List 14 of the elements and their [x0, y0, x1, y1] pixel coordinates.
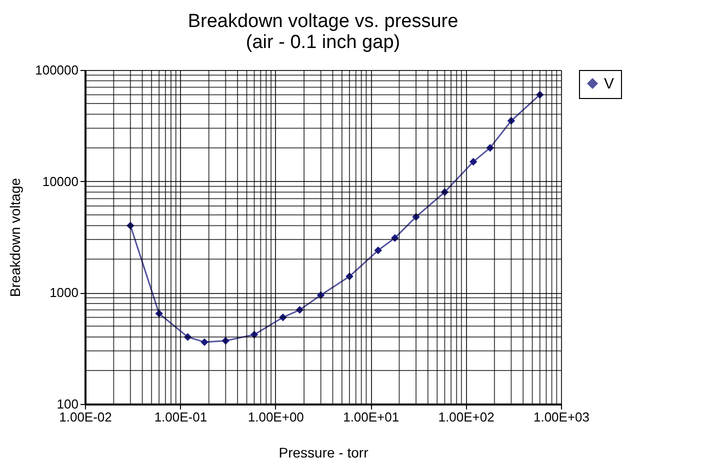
- x-tick-label: 1.00E-02: [59, 410, 112, 424]
- x-tick-label: 1.00E-01: [154, 410, 208, 424]
- x-tick-label: 1.00E+02: [438, 410, 494, 424]
- y-tick-label: 100000: [35, 62, 78, 78]
- x-tick-label: 1.00E+00: [248, 410, 304, 424]
- y-tick-label: 1000: [50, 285, 78, 300]
- chart-title: Breakdown voltage vs. pressure (air - 0.1 inch gap): [188, 11, 458, 53]
- y-tick-label: 100: [56, 396, 78, 412]
- x-tick-label: 1.00E+01: [343, 410, 400, 424]
- y-axis-title: Breakdown voltage: [7, 178, 24, 298]
- x-tick-label: 1.00E+03: [533, 410, 590, 424]
- y-tick-label: 10000: [42, 174, 78, 189]
- x-axis-title: Pressure - torr: [278, 444, 369, 460]
- legend-label: V: [604, 76, 614, 92]
